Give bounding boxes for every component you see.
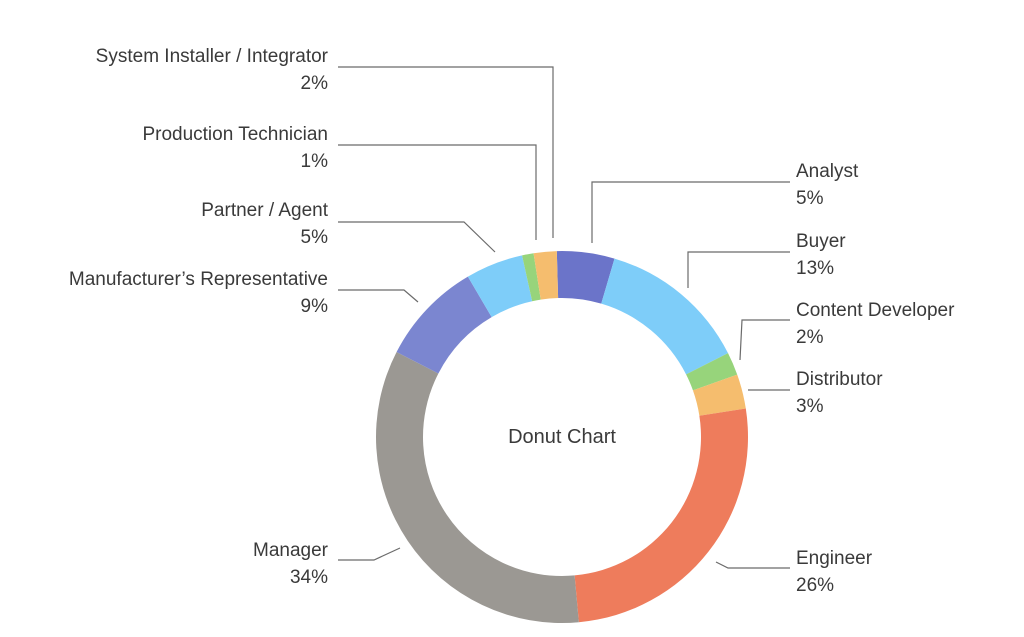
slice-label-percent: 3%	[796, 396, 824, 417]
slice-label-percent: 13%	[796, 258, 834, 279]
slice-label-percent: 34%	[290, 567, 328, 588]
slice-label-percent: 2%	[796, 327, 824, 348]
leader-line	[338, 66, 554, 238]
leader-line	[591, 181, 790, 243]
leader-line	[715, 561, 790, 569]
leader-lines	[338, 66, 790, 569]
slice-label-name: Analyst	[796, 161, 859, 182]
slice-labels: Analyst 5% Buyer 13% Content Developer 2% Dist…	[69, 46, 955, 596]
slice-manufacturer-s-representative	[396, 276, 492, 374]
slice-label-name: Manufacturer’s Representative	[69, 269, 328, 290]
slice-system-installer-integrator	[533, 251, 559, 300]
slice-label-percent: 5%	[301, 227, 329, 248]
leader-line	[338, 547, 401, 561]
slice-label-name: Content Developer	[796, 300, 955, 321]
slice-label-name: Buyer	[796, 231, 846, 252]
center-label: Donut Chart	[508, 426, 616, 448]
slice-content-developer	[686, 353, 738, 391]
slice-manager	[375, 351, 579, 623]
donut-slices	[375, 251, 749, 623]
slice-production-technician	[522, 253, 541, 302]
slice-label-name: Distributor	[796, 369, 883, 390]
slice-label-name: Manager	[253, 540, 329, 561]
slice-label-percent: 26%	[796, 575, 834, 596]
leader-line	[338, 221, 496, 253]
slice-label-percent: 2%	[301, 73, 329, 94]
slice-label-name: Partner / Agent	[201, 200, 328, 221]
leader-line	[739, 319, 790, 361]
slice-distributor	[692, 374, 746, 416]
slice-engineer	[574, 408, 749, 623]
slice-analyst	[556, 251, 615, 304]
slice-label-name: System Installer / Integrator	[96, 46, 329, 67]
leader-line	[338, 289, 419, 303]
slice-label-percent: 5%	[796, 188, 824, 209]
slice-label-name: Engineer	[796, 548, 873, 569]
slice-label-percent: 9%	[301, 296, 329, 317]
slice-partner-agent	[467, 255, 533, 318]
slice-label-name: Production Technician	[142, 124, 328, 145]
leader-line	[687, 251, 790, 288]
slice-buyer	[601, 258, 729, 375]
leader-line	[338, 144, 537, 240]
slice-label-percent: 1%	[301, 151, 329, 172]
